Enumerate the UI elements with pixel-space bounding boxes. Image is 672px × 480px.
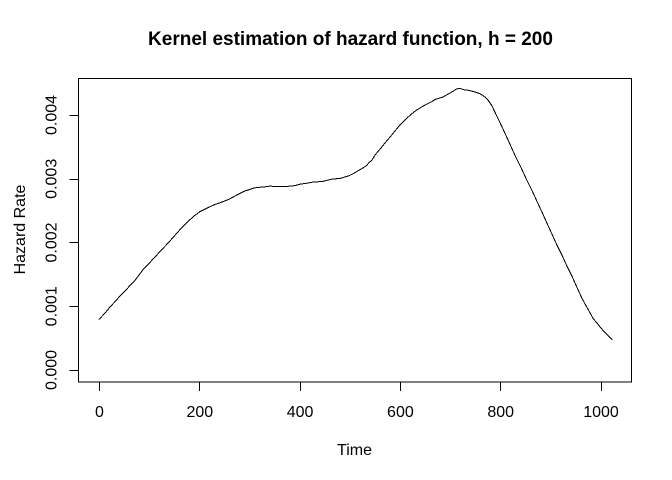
svg-text:0.000: 0.000 xyxy=(43,350,60,390)
svg-text:0: 0 xyxy=(95,404,104,421)
svg-text:600: 600 xyxy=(387,404,414,421)
svg-text:400: 400 xyxy=(287,404,314,421)
svg-text:Time: Time xyxy=(337,442,372,459)
svg-text:200: 200 xyxy=(186,404,213,421)
svg-text:800: 800 xyxy=(487,404,514,421)
svg-text:0.004: 0.004 xyxy=(43,95,60,135)
svg-text:Hazard Rate: Hazard Rate xyxy=(12,184,29,274)
svg-text:Kernel estimation of hazard fu: Kernel estimation of hazard function, h … xyxy=(148,29,553,50)
svg-text:0.001: 0.001 xyxy=(43,286,60,326)
svg-text:1000: 1000 xyxy=(583,404,619,421)
svg-text:0.002: 0.002 xyxy=(43,222,60,262)
svg-text:0.003: 0.003 xyxy=(43,159,60,199)
